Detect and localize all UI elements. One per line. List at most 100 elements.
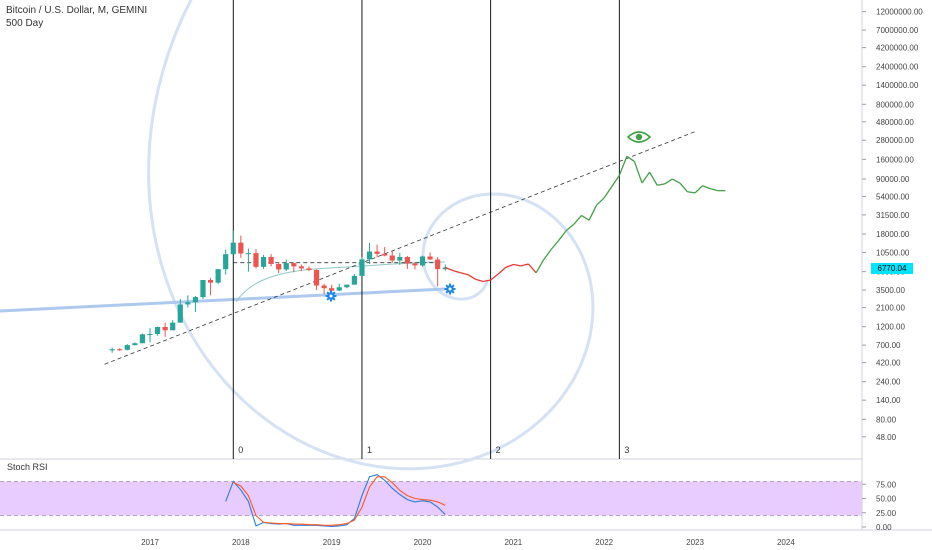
price-tick-label: 700.00 xyxy=(876,341,901,350)
candle-body xyxy=(344,284,350,288)
candle-body xyxy=(419,256,426,266)
candle-body xyxy=(321,285,327,289)
projection-segment xyxy=(558,230,567,241)
rsi-panel-background xyxy=(0,458,862,516)
candle-body xyxy=(170,322,176,331)
cycle-label-2: 2 xyxy=(496,445,501,455)
candle-body xyxy=(389,255,395,261)
candle-body xyxy=(230,242,236,255)
projection-segment xyxy=(528,263,537,274)
projection-segment xyxy=(626,155,635,163)
projection-segment xyxy=(687,191,696,194)
candle-body xyxy=(192,297,199,303)
candle-body xyxy=(306,268,312,270)
candle-body xyxy=(404,257,410,264)
candle-body xyxy=(245,253,252,255)
projection-series xyxy=(444,155,726,283)
price-tick-label: 54000.00 xyxy=(876,192,910,201)
projection-segment xyxy=(505,263,514,268)
price-tick-label: 3500.00 xyxy=(876,286,905,295)
trendline xyxy=(104,131,696,365)
gear-hole xyxy=(329,294,333,298)
projection-segment xyxy=(460,272,469,276)
projection-segment xyxy=(702,185,711,190)
stoch-rsi-series xyxy=(225,473,446,527)
projection-segment xyxy=(550,239,560,250)
candle-body xyxy=(336,287,342,291)
chart-subtitle: 500 Day xyxy=(6,18,44,29)
projection-segment xyxy=(641,171,651,184)
projection-segment xyxy=(490,273,499,281)
price-tick-label: 1400000.00 xyxy=(876,81,919,90)
time-tick-label: 2023 xyxy=(686,538,704,547)
price-tick-label: 12000000.00 xyxy=(876,8,923,17)
projection-segment xyxy=(633,161,643,184)
price-tick-label: 160000.00 xyxy=(876,155,914,164)
candle-body xyxy=(223,254,229,270)
cycle-label-1: 1 xyxy=(367,445,372,455)
stoch-rsi-d-line xyxy=(233,476,446,526)
chart-icons xyxy=(325,131,652,302)
candle-body xyxy=(132,343,138,346)
projection-segment xyxy=(467,274,476,280)
projection-segment xyxy=(657,183,665,186)
time-tick-label: 2021 xyxy=(504,538,522,547)
candle-body xyxy=(366,251,373,260)
price-tick-label: 31500.00 xyxy=(876,211,910,220)
projection-segment xyxy=(535,259,545,274)
candle-body xyxy=(382,253,388,256)
time-tick-label: 2024 xyxy=(777,538,795,547)
rsi-band-fill xyxy=(0,481,862,516)
projection-segment xyxy=(611,175,620,188)
time-tick-label: 2017 xyxy=(141,538,159,547)
candle-body xyxy=(412,263,418,266)
price-tick-label: 420.00 xyxy=(876,359,901,368)
price-tick-label: 80.00 xyxy=(876,415,897,424)
candle-body xyxy=(162,326,168,331)
candle-body xyxy=(427,256,433,260)
candle-body xyxy=(124,345,130,350)
price-tick-label: 2100.00 xyxy=(876,304,905,313)
candle-body xyxy=(154,326,161,334)
fibonacci-spiral xyxy=(147,0,595,471)
last-price-tag[interactable]: 6770.04 xyxy=(871,263,913,274)
candle-body xyxy=(268,257,274,265)
projection-segment xyxy=(573,215,582,225)
price-tick-label: 140.00 xyxy=(876,396,901,405)
candle-body xyxy=(200,279,206,298)
candle-body xyxy=(147,333,153,335)
candle-body xyxy=(177,304,183,323)
price-tick-label: 1200.00 xyxy=(876,323,905,332)
rsi-tick-label: 75.00 xyxy=(876,480,897,489)
cycle-label-3: 3 xyxy=(624,445,629,455)
rsi-tick-label: 25.00 xyxy=(876,509,897,518)
candle-body xyxy=(351,275,357,285)
projection-segment xyxy=(596,197,605,206)
candle-body xyxy=(298,266,304,269)
rsi-tick-label: 0.00 xyxy=(876,523,892,532)
candle-body xyxy=(215,269,221,283)
projection-segment xyxy=(581,214,590,221)
candle-body xyxy=(185,302,191,305)
price-tick-label: 800000.00 xyxy=(876,100,914,109)
time-tick-label: 2019 xyxy=(323,538,341,547)
stoch-rsi-title: Stoch RSI xyxy=(7,462,48,472)
gear-hole xyxy=(448,287,452,291)
projection-segment xyxy=(664,178,673,185)
price-tick-label: 90000.00 xyxy=(876,175,910,184)
projection-segment xyxy=(710,187,718,192)
candle-body xyxy=(238,242,244,254)
candle-body xyxy=(397,257,403,261)
candle-body xyxy=(117,349,123,351)
rsi-tick-label: 50.00 xyxy=(876,495,897,504)
projection-segment xyxy=(588,204,598,221)
chart-title: Bitcoin / U.S. Dollar, M, GEMINI xyxy=(6,5,148,16)
projection-segment xyxy=(513,263,522,267)
time-tick-label: 2018 xyxy=(232,538,250,547)
candle-body xyxy=(276,264,282,270)
price-tick-label: 7000000.00 xyxy=(876,26,919,35)
price-tick-label: 18000.00 xyxy=(876,230,910,239)
projection-segment xyxy=(603,186,613,199)
candle-body xyxy=(283,263,289,270)
